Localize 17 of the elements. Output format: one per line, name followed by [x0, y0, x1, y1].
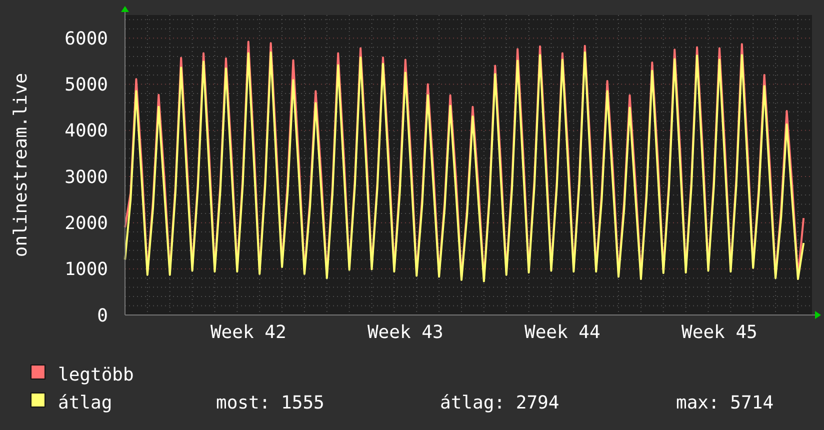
- legend-label: legtöbb: [58, 364, 134, 386]
- y-tick-label: 4000: [64, 120, 108, 142]
- text: átlag: 2794: [440, 392, 560, 414]
- text: max: 5714: [676, 392, 774, 414]
- text: most: 1555: [216, 392, 324, 414]
- y-tick-label: 3000: [64, 166, 108, 188]
- x-tick-label: Week 43: [367, 322, 444, 343]
- x-tick-label: Week 42: [210, 322, 286, 343]
- y-tick-label: 1000: [64, 259, 108, 280]
- x-tick-label: Week 44: [524, 322, 600, 343]
- y-tick-label: 0: [97, 305, 108, 326]
- y-axis-title: onlinestream.live: [10, 72, 32, 258]
- y-tick-label: 6000: [64, 28, 108, 50]
- legend-label: átlag: [58, 392, 112, 414]
- y-tick-label: 5000: [64, 74, 108, 96]
- x-tick-label: Week 45: [682, 322, 758, 343]
- y-tick-label: 2000: [64, 212, 108, 234]
